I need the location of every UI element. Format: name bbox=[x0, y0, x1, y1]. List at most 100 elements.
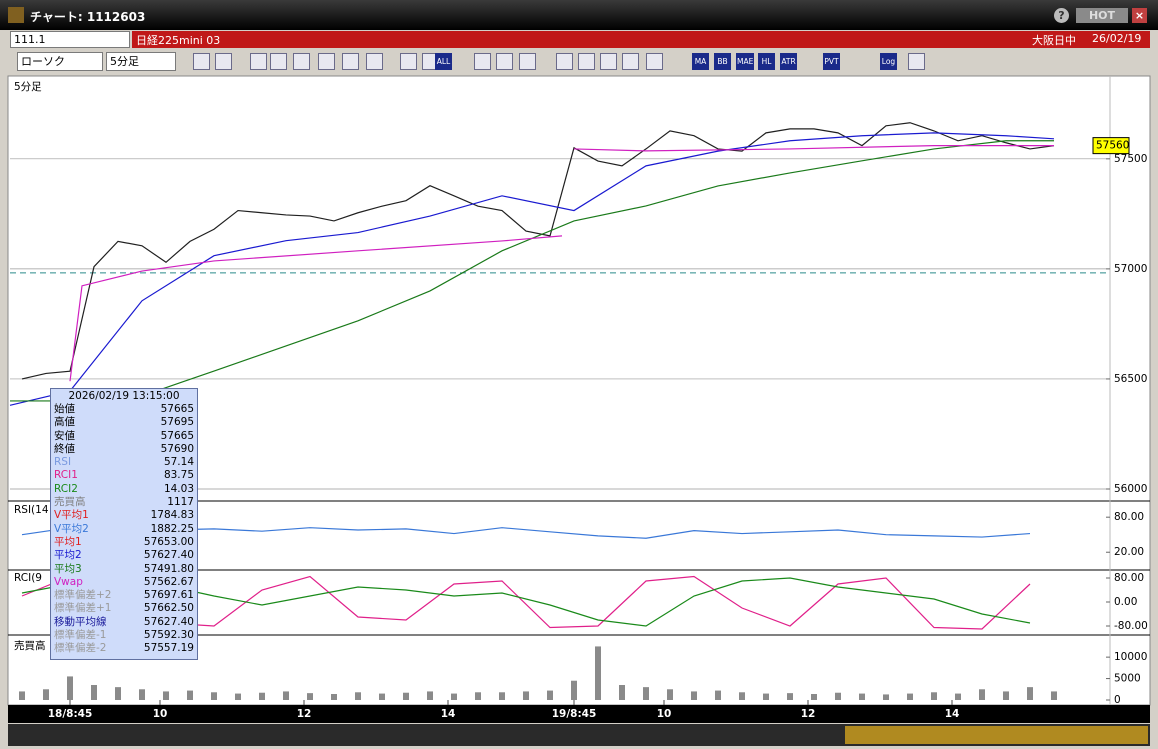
toolbar-icon[interactable] bbox=[318, 53, 335, 70]
toolbar-icon[interactable] bbox=[293, 53, 310, 70]
panel-title: 5分足 bbox=[14, 81, 42, 93]
tooltip-row: 平均2 57627.40 bbox=[54, 549, 194, 562]
y-tick-label: 10000 bbox=[1114, 651, 1147, 663]
tooltip-label: Vwap bbox=[54, 575, 83, 588]
toolbar-icon[interactable] bbox=[270, 53, 287, 70]
tooltip-label: RCI1 bbox=[54, 469, 78, 482]
help-button[interactable]: ? bbox=[1054, 8, 1069, 23]
volume-bar bbox=[907, 693, 913, 700]
app-icon bbox=[8, 7, 24, 23]
period-select[interactable]: 5分足 bbox=[106, 52, 176, 71]
tooltip-value: 57690 bbox=[160, 442, 194, 455]
volume-bar bbox=[931, 692, 937, 700]
tooltip-label: 平均1 bbox=[54, 535, 82, 548]
tooltip-row: V平均2 1882.25 bbox=[54, 523, 194, 536]
volume-bar bbox=[163, 691, 169, 700]
volume-bar bbox=[91, 685, 97, 700]
series-line bbox=[573, 145, 1054, 152]
toolbar-button[interactable]: ATR bbox=[780, 53, 797, 70]
toolbar-button[interactable]: HL bbox=[758, 53, 775, 70]
toolbar-icon[interactable] bbox=[215, 53, 232, 70]
style-select[interactable]: ローソク bbox=[17, 52, 103, 71]
symbol-name: 日経225mini 03 bbox=[136, 34, 221, 47]
toolbar-button[interactable]: BB bbox=[714, 53, 731, 70]
volume-bar bbox=[595, 646, 601, 700]
volume-bar bbox=[1003, 691, 1009, 700]
chart-background bbox=[7, 75, 1151, 706]
symbol-input[interactable]: 111.1 bbox=[10, 31, 130, 48]
price-label: 57560 bbox=[1096, 140, 1129, 152]
x-tick-label: 19/8:45 bbox=[552, 708, 597, 720]
tooltip-value: 14.03 bbox=[163, 482, 194, 495]
scroll-thumb[interactable] bbox=[845, 726, 1148, 744]
volume-bar bbox=[475, 692, 481, 700]
toolbar-button[interactable]: MAE bbox=[736, 53, 755, 70]
toolbar-icon[interactable] bbox=[400, 53, 417, 70]
tooltip-label: 標準偏差-1 bbox=[54, 629, 107, 642]
x-tick-label: 12 bbox=[801, 708, 816, 720]
tooltip-value: 57557.19 bbox=[143, 642, 194, 655]
tooltip-value: 83.75 bbox=[163, 469, 194, 482]
toolbar-icon[interactable] bbox=[600, 53, 617, 70]
toolbar-button[interactable]: MA bbox=[692, 53, 709, 70]
toolbar-icon[interactable] bbox=[474, 53, 491, 70]
volume-bar bbox=[571, 680, 577, 700]
tooltip-row: Vwap 57562.67 bbox=[54, 576, 194, 589]
tooltip-value: 57627.40 bbox=[143, 615, 194, 628]
symbol-bar: 日経225mini 03 大阪日中 26/02/19 bbox=[132, 31, 1150, 48]
toolbar-icon[interactable] bbox=[366, 53, 383, 70]
tooltip-value: 57653.00 bbox=[143, 535, 194, 548]
toolbar-icon[interactable] bbox=[622, 53, 639, 70]
x-tick-label: 10 bbox=[153, 708, 168, 720]
toolbar-icon[interactable] bbox=[342, 53, 359, 70]
volume-bar bbox=[403, 692, 409, 700]
tooltip-row: 高値 57695 bbox=[54, 416, 194, 429]
title-bar: チャート: 1112603 ? HOT × bbox=[0, 0, 1158, 30]
tooltip: 2026/02/19 13:15:00 始値 57665 高値 57695 安値 5766… bbox=[50, 388, 198, 660]
toolbar-icon[interactable] bbox=[908, 53, 925, 70]
toolbar-button[interactable]: ALL bbox=[435, 53, 452, 70]
toolbar-icon[interactable] bbox=[496, 53, 513, 70]
volume-bar bbox=[1051, 691, 1057, 700]
y-tick-label: 57000 bbox=[1114, 263, 1147, 275]
series-line bbox=[9, 132, 1055, 406]
session: 大阪日中 bbox=[1032, 34, 1076, 47]
tooltip-value: 1117 bbox=[167, 496, 194, 509]
toolbar-icon[interactable] bbox=[646, 53, 663, 70]
close-button[interactable]: × bbox=[1132, 8, 1147, 23]
toolbar-button[interactable]: PVT bbox=[823, 53, 840, 70]
panel-title: RCI(9 bbox=[14, 572, 42, 584]
toolbar-icon[interactable] bbox=[193, 53, 210, 70]
tooltip-row: RSI 57.14 bbox=[54, 456, 194, 469]
volume-bar bbox=[979, 689, 985, 700]
x-tick-label: 14 bbox=[441, 708, 456, 720]
tooltip-value: 1784.83 bbox=[150, 509, 194, 522]
volume-bar bbox=[355, 692, 361, 700]
volume-bar bbox=[451, 693, 457, 700]
toolbar-icon[interactable] bbox=[250, 53, 267, 70]
tooltip-value: 57695 bbox=[160, 416, 194, 429]
tooltip-label: 高値 bbox=[54, 416, 75, 429]
volume-bar bbox=[619, 685, 625, 700]
tooltip-value: 57697.61 bbox=[143, 589, 194, 602]
toolbar-icon[interactable] bbox=[519, 53, 536, 70]
tooltip-label: 平均2 bbox=[54, 549, 82, 562]
hot-button[interactable]: HOT bbox=[1076, 8, 1128, 23]
toolbar-chart: ローソク 5分足 ALL MA BB MAE HL ATR PVT Log bbox=[0, 49, 1158, 75]
volume-bar bbox=[547, 690, 553, 700]
tooltip-row: 安値 57665 bbox=[54, 430, 194, 443]
x-tick-label: 12 bbox=[297, 708, 312, 720]
volume-bar bbox=[787, 693, 793, 700]
toolbar-icon[interactable] bbox=[578, 53, 595, 70]
series-line bbox=[21, 122, 1055, 380]
toolbar-icon[interactable] bbox=[556, 53, 573, 70]
series-line bbox=[10, 140, 1054, 402]
tooltip-value: 57592.30 bbox=[143, 629, 194, 642]
volume-bar bbox=[427, 691, 433, 700]
window-title: チャート: 1112603 bbox=[30, 10, 146, 24]
toolbar-button[interactable]: Log bbox=[880, 53, 897, 70]
volume-bar bbox=[139, 689, 145, 700]
tooltip-row: 移動平均線 57627.40 bbox=[54, 616, 194, 629]
tooltip-row: 標準偏差-1 57592.30 bbox=[54, 629, 194, 642]
